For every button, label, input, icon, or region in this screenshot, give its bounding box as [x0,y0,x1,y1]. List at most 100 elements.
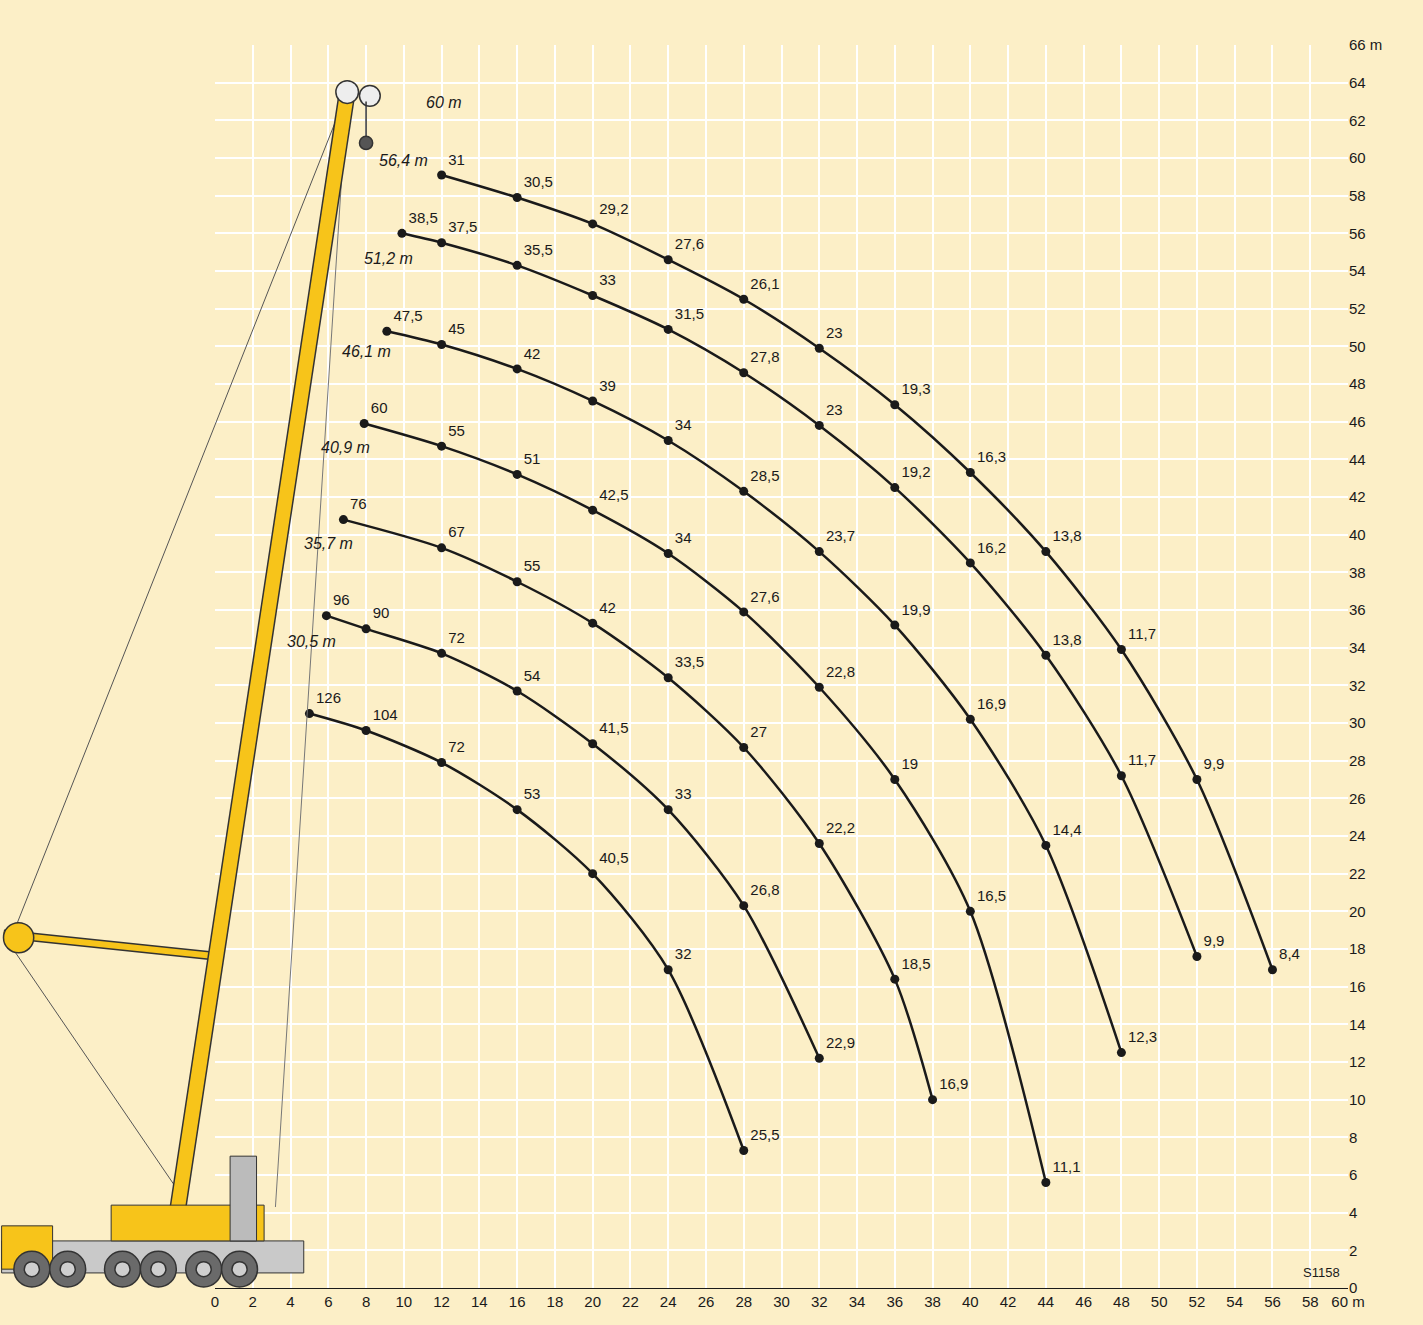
svg-text:45: 45 [448,320,465,337]
svg-text:54: 54 [1349,262,1366,279]
svg-text:42: 42 [524,345,541,362]
svg-text:38,5: 38,5 [409,209,438,226]
svg-text:6: 6 [324,1293,332,1310]
svg-text:30,5 m: 30,5 m [287,633,336,650]
svg-text:10: 10 [395,1293,412,1310]
svg-text:46,1 m: 46,1 m [342,343,391,360]
svg-text:60 m: 60 m [1331,1293,1364,1310]
svg-text:26: 26 [698,1293,715,1310]
svg-text:11,7: 11,7 [1128,751,1156,768]
svg-text:76: 76 [350,495,367,512]
svg-text:16,9: 16,9 [977,695,1006,712]
svg-text:6: 6 [1349,1166,1357,1183]
svg-text:27,8: 27,8 [750,348,779,365]
svg-text:30: 30 [773,1293,790,1310]
svg-text:36: 36 [1349,601,1366,618]
svg-text:29,2: 29,2 [599,200,628,217]
svg-text:90: 90 [373,604,390,621]
svg-text:42: 42 [599,599,616,616]
svg-text:18: 18 [547,1293,564,1310]
svg-text:56: 56 [1349,225,1366,242]
svg-text:58: 58 [1302,1293,1319,1310]
svg-text:28,5: 28,5 [750,467,779,484]
svg-text:22: 22 [622,1293,639,1310]
svg-text:0: 0 [211,1293,219,1310]
svg-text:26,8: 26,8 [750,881,779,898]
svg-text:8,4: 8,4 [1279,945,1300,962]
svg-text:26,1: 26,1 [750,275,779,292]
svg-text:47,5: 47,5 [393,307,422,324]
svg-text:56: 56 [1264,1293,1281,1310]
svg-text:22,9: 22,9 [826,1034,855,1051]
svg-text:46: 46 [1349,413,1366,430]
svg-text:23: 23 [826,324,843,341]
svg-text:16,9: 16,9 [939,1075,968,1092]
svg-text:18,5: 18,5 [901,955,930,972]
svg-text:42: 42 [1349,488,1366,505]
svg-text:12: 12 [433,1293,450,1310]
svg-text:39: 39 [599,377,616,394]
svg-text:22: 22 [1349,865,1366,882]
svg-text:35,7 m: 35,7 m [304,535,353,552]
svg-text:46: 46 [1075,1293,1092,1310]
svg-text:51: 51 [524,450,541,467]
svg-text:19,3: 19,3 [901,380,930,397]
svg-text:33,5: 33,5 [675,653,704,670]
svg-text:16,5: 16,5 [977,887,1006,904]
svg-text:72: 72 [448,738,465,755]
svg-text:42,5: 42,5 [599,486,628,503]
svg-text:4: 4 [286,1293,294,1310]
svg-text:30: 30 [1349,714,1366,731]
svg-text:40: 40 [962,1293,979,1310]
svg-text:30,5: 30,5 [524,173,553,190]
svg-text:28: 28 [735,1293,752,1310]
svg-text:22,8: 22,8 [826,663,855,680]
svg-text:16: 16 [1349,978,1366,995]
svg-text:13,8: 13,8 [1052,527,1081,544]
svg-text:10: 10 [1349,1091,1366,1108]
svg-text:19: 19 [901,755,918,772]
svg-text:12: 12 [1349,1053,1366,1070]
svg-text:28: 28 [1349,752,1366,769]
svg-text:96: 96 [333,591,350,608]
svg-text:38: 38 [924,1293,941,1310]
svg-text:52: 52 [1349,300,1366,317]
svg-text:31: 31 [448,151,465,168]
svg-text:52: 52 [1189,1293,1206,1310]
svg-text:19,9: 19,9 [901,601,930,618]
svg-text:11,1: 11,1 [1052,1158,1080,1175]
svg-text:14: 14 [1349,1016,1366,1033]
svg-text:40,5: 40,5 [599,849,628,866]
svg-text:14: 14 [471,1293,488,1310]
svg-text:9,9: 9,9 [1204,932,1225,949]
svg-text:34: 34 [675,529,692,546]
svg-text:67: 67 [448,523,465,540]
svg-text:33: 33 [599,271,616,288]
svg-text:62: 62 [1349,112,1366,129]
svg-text:50: 50 [1151,1293,1168,1310]
svg-text:33: 33 [675,785,692,802]
svg-text:16,3: 16,3 [977,448,1006,465]
svg-text:23: 23 [826,401,843,418]
svg-text:40: 40 [1349,526,1366,543]
svg-text:51,2 m: 51,2 m [364,250,413,267]
svg-text:19,2: 19,2 [901,463,930,480]
svg-text:0: 0 [1349,1279,1357,1296]
svg-text:16: 16 [509,1293,526,1310]
svg-text:55: 55 [448,422,465,439]
svg-text:55: 55 [524,557,541,574]
svg-text:41,5: 41,5 [599,719,628,736]
svg-text:24: 24 [660,1293,677,1310]
svg-text:50: 50 [1349,338,1366,355]
svg-text:53: 53 [524,785,541,802]
svg-text:66 m: 66 m [1349,36,1382,53]
svg-text:27: 27 [750,723,767,740]
svg-text:40,9 m: 40,9 m [321,439,370,456]
svg-text:37,5: 37,5 [448,218,477,235]
svg-text:4: 4 [1349,1204,1357,1221]
svg-text:32: 32 [811,1293,828,1310]
svg-text:34: 34 [849,1293,866,1310]
svg-text:42: 42 [1000,1293,1017,1310]
svg-text:48: 48 [1349,375,1366,392]
svg-text:S1158: S1158 [1303,1265,1340,1280]
